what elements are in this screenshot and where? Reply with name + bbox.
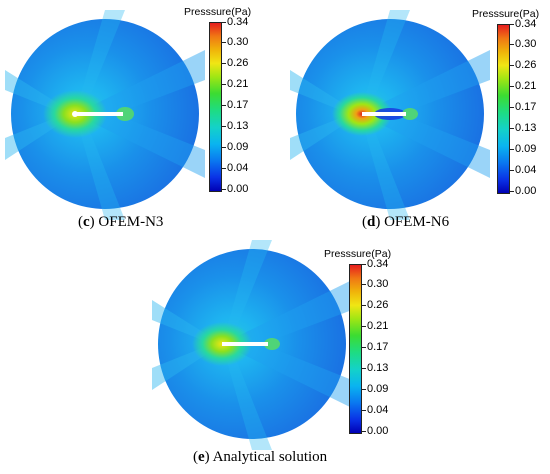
colorbar-d	[497, 24, 510, 194]
contour-plot-c	[5, 10, 205, 220]
tick-label: 0.21	[361, 320, 389, 332]
tick-label: 0.21	[509, 80, 537, 92]
tick-label: 0.13	[221, 120, 249, 132]
tick-label: 0.26	[221, 57, 249, 69]
caption-c: (c) OFEM-N3	[78, 214, 164, 230]
tick-label: 0.34	[221, 16, 249, 28]
tick-label: 0.04	[221, 162, 249, 174]
tick-label: 0.13	[361, 362, 389, 374]
tick-label: 0.21	[221, 78, 249, 90]
tick-label: 0.34	[509, 18, 537, 30]
tick-label: 0.17	[221, 99, 249, 111]
panel-e: Presssure(Pa) 0.34 0.30 0.26 0.21 0.17 0…	[140, 240, 420, 474]
colorbar-c	[209, 22, 222, 192]
tick-label: 0.34	[361, 258, 389, 270]
colorbar-title-c: Presssure(Pa)	[184, 6, 252, 18]
tick-label: 0.04	[361, 404, 389, 416]
colorbar-e	[349, 264, 362, 434]
tick-label: 0.17	[509, 101, 537, 113]
colorbar-title-d: Presssure(Pa)	[472, 8, 540, 20]
tick-label: 0.26	[509, 59, 537, 71]
tick-label: 0.30	[221, 36, 249, 48]
panel-c: Presssure(Pa) 0.34 0.30 0.26 0.21 0.17 0…	[0, 0, 270, 240]
contour-plot-d	[290, 10, 490, 220]
tick-label: 0.00	[361, 425, 389, 437]
caption-d: (d) OFEM-N6	[362, 214, 450, 230]
tick-label: 0.30	[509, 38, 537, 50]
tick-label: 0.00	[509, 185, 537, 197]
tick-label: 0.09	[509, 143, 537, 155]
tick-label: 0.30	[361, 278, 389, 290]
tick-label: 0.00	[221, 183, 249, 195]
tick-label: 0.26	[361, 299, 389, 311]
tick-label: 0.09	[221, 141, 249, 153]
colorbar-title-e: Presssure(Pa)	[324, 248, 392, 260]
tick-label: 0.13	[509, 122, 537, 134]
tick-label: 0.09	[361, 383, 389, 395]
contour-plot-e	[152, 240, 352, 450]
caption-e: (e) Analytical solution	[193, 449, 328, 465]
tick-label: 0.17	[361, 341, 389, 353]
panel-d: Presssure(Pa) 0.34 0.30 0.26 0.21 0.17 0…	[280, 0, 550, 240]
tick-label: 0.04	[509, 164, 537, 176]
